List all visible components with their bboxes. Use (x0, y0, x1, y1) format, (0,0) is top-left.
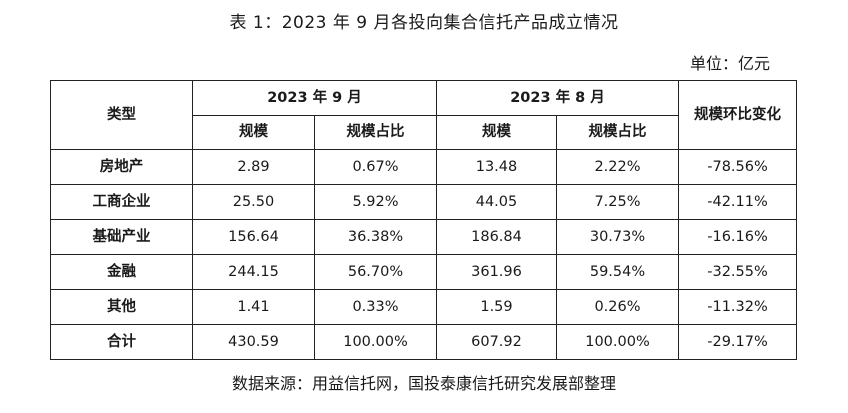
cell-change: -16.16% (678, 219, 797, 255)
table-row: 基础产业 156.64 36.38% 186.84 30.73% -16.16% (50, 219, 797, 255)
header-change: 规模环比变化 (678, 80, 797, 150)
cell-aug-share: 2.22% (556, 149, 679, 185)
trust-products-table: 类型 2023 年 9 月 2023 年 8 月 规模环比变化 规模 规模占比 … (50, 80, 797, 360)
cell-sep-scale: 2.89 (192, 149, 315, 185)
cell-aug-share: 7.25% (556, 184, 679, 220)
cell-sep-scale: 244.15 (192, 254, 315, 290)
cell-aug-scale: 186.84 (436, 219, 557, 255)
table-row: 其他 1.41 0.33% 1.59 0.26% -11.32% (50, 289, 797, 325)
cell-sep-share: 100.00% (314, 324, 437, 360)
cell-type: 其他 (50, 289, 193, 325)
table-row: 金融 244.15 56.70% 361.96 59.54% -32.55% (50, 254, 797, 290)
header-aug-share: 规模占比 (556, 115, 679, 150)
cell-type: 基础产业 (50, 219, 193, 255)
cell-aug-scale: 13.48 (436, 149, 557, 185)
header-aug-scale: 规模 (436, 115, 557, 150)
header-group-sep: 2023 年 9 月 (192, 80, 437, 116)
cell-aug-share: 0.26% (556, 289, 679, 325)
cell-aug-scale: 1.59 (436, 289, 557, 325)
cell-aug-share: 100.00% (556, 324, 679, 360)
cell-change: -29.17% (678, 324, 797, 360)
table-header-row-2: 规模 规模占比 规模 规模占比 (51, 115, 797, 150)
cell-sep-share: 0.67% (314, 149, 437, 185)
cell-type: 合计 (50, 324, 193, 360)
data-source-note: 数据来源：用益信托网，国投泰康信托研究发展部整理 (231, 374, 616, 393)
header-sep-share: 规模占比 (314, 115, 437, 150)
cell-change: -78.56% (678, 149, 797, 185)
cell-sep-scale: 156.64 (192, 219, 315, 255)
cell-sep-share: 0.33% (314, 289, 437, 325)
cell-sep-share: 56.70% (314, 254, 437, 290)
header-sep-scale: 规模 (192, 115, 315, 150)
cell-type: 房地产 (50, 149, 193, 185)
cell-aug-share: 59.54% (556, 254, 679, 290)
cell-change: -42.11% (678, 184, 797, 220)
cell-sep-share: 5.92% (314, 184, 437, 220)
table-row-total: 合计 430.59 100.00% 607.92 100.00% -29.17% (50, 324, 797, 360)
cell-sep-scale: 1.41 (192, 289, 315, 325)
cell-sep-scale: 25.50 (192, 184, 315, 220)
cell-aug-scale: 607.92 (436, 324, 557, 360)
table-row: 房地产 2.89 0.67% 13.48 2.22% -78.56% (50, 149, 797, 185)
unit-label: 单位：亿元 (689, 54, 770, 73)
cell-sep-scale: 430.59 (192, 324, 315, 360)
cell-change: -32.55% (678, 254, 797, 290)
cell-aug-share: 30.73% (556, 219, 679, 255)
table-title: 表 1：2023 年 9 月各投向集合信托产品成立情况 (229, 13, 619, 33)
cell-type: 金融 (50, 254, 193, 290)
table-header-row-1: 类型 2023 年 9 月 2023 年 8 月 规模环比变化 (50, 80, 797, 150)
cell-change: -11.32% (678, 289, 797, 325)
header-type: 类型 (50, 80, 193, 150)
cell-aug-scale: 361.96 (436, 254, 557, 290)
cell-aug-scale: 44.05 (436, 184, 557, 220)
header-group-aug: 2023 年 8 月 (436, 80, 679, 116)
cell-sep-share: 36.38% (314, 219, 437, 255)
table-row: 工商企业 25.50 5.92% 44.05 7.25% -42.11% (50, 184, 797, 220)
cell-type: 工商企业 (50, 184, 193, 220)
